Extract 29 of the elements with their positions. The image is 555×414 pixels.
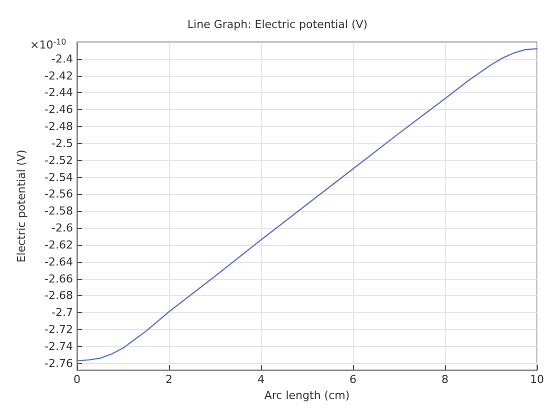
y-tick-label: -2.46: [44, 103, 73, 116]
y-tick-label: -2.66: [44, 272, 73, 286]
y-tick-label: -2.52: [44, 154, 73, 167]
x-tick-label: 4: [258, 373, 264, 386]
x-tick-label: 6: [350, 373, 356, 386]
x-tick-label: 2: [166, 373, 172, 386]
x-tick-label: 0: [74, 373, 80, 386]
y-tick-label: -2.6: [52, 222, 73, 235]
y-tick-label: -2.48: [44, 120, 73, 134]
y-tick-label: -2.76: [44, 356, 73, 370]
y-tick-label: -2.7: [52, 306, 73, 320]
x-tick-label: 8: [442, 373, 448, 386]
y-axis-title: Electric potential (V): [15, 150, 28, 262]
y-tick-label: -2.56: [44, 188, 73, 201]
y-tick-label: -2.62: [44, 238, 73, 252]
y-tick-label: -2.4: [52, 52, 73, 66]
x-axis-title: Arc length (cm): [264, 389, 350, 402]
line-series: [76, 48, 538, 362]
y-tick-label: -2.58: [44, 204, 73, 218]
y-tick-label: -2.64: [44, 255, 73, 268]
y-tick-label: -2.44: [44, 86, 73, 100]
y-tick-label: -2.68: [44, 289, 73, 302]
y-tick-label: -2.42: [44, 69, 73, 82]
y-tick-label: -2.5: [52, 136, 73, 150]
y-tick-label: -2.72: [44, 323, 73, 336]
y-tick-label: -2.54: [44, 170, 73, 184]
chart-title: Line Graph: Electric potential (V): [187, 18, 368, 31]
x-tick-label: 10: [530, 373, 544, 386]
y-tick-label: -2.74: [44, 340, 73, 353]
